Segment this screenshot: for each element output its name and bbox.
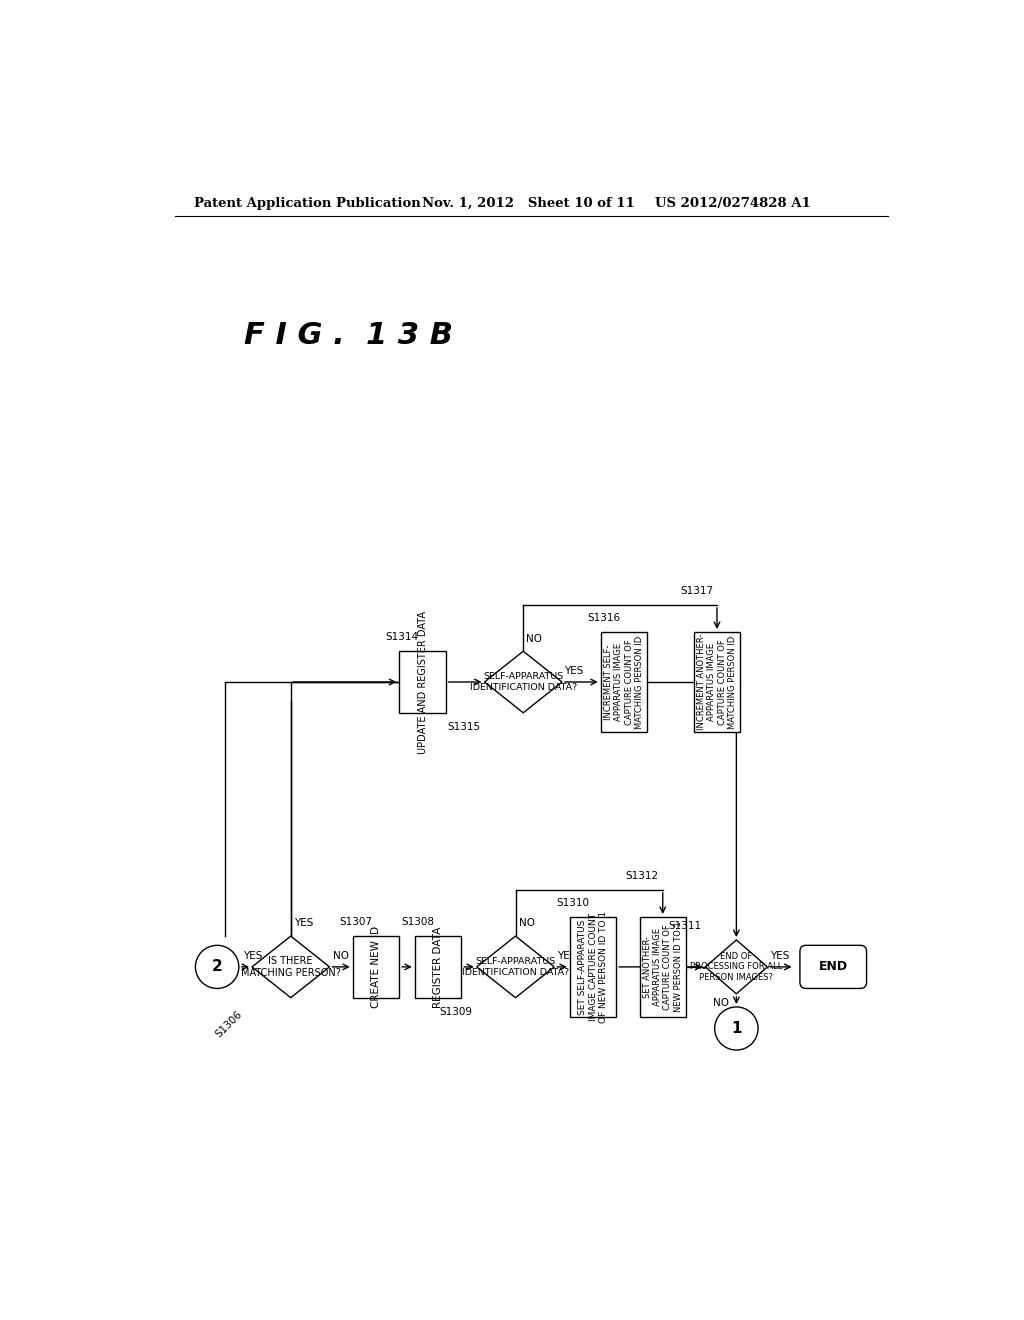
Text: SET SELF-APPARATUS
IMAGE CAPTURE COUNT
OF NEW PERSON ID TO 1: SET SELF-APPARATUS IMAGE CAPTURE COUNT O…	[579, 911, 608, 1023]
FancyBboxPatch shape	[415, 936, 461, 998]
Text: UPDATE AND REGISTER DATA: UPDATE AND REGISTER DATA	[418, 610, 427, 754]
Text: S1310: S1310	[556, 898, 589, 908]
Text: END OF
PROCESSING FOR ALL
PERSON IMAGES?: END OF PROCESSING FOR ALL PERSON IMAGES?	[690, 952, 782, 982]
Text: S1308: S1308	[401, 917, 434, 927]
Text: S1307: S1307	[339, 917, 372, 927]
FancyBboxPatch shape	[399, 651, 445, 713]
Text: NO: NO	[713, 998, 729, 1007]
Text: IS THERE
MATCHING PERSON?: IS THERE MATCHING PERSON?	[241, 956, 341, 978]
Text: F I G .  1 3 B: F I G . 1 3 B	[245, 321, 454, 350]
FancyBboxPatch shape	[352, 936, 399, 998]
Text: S1315: S1315	[447, 722, 480, 733]
Text: NO: NO	[518, 919, 535, 928]
Text: YES: YES	[294, 919, 313, 928]
Text: Patent Application Publication: Patent Application Publication	[194, 197, 421, 210]
Text: S1311: S1311	[669, 921, 701, 931]
Text: NO: NO	[334, 950, 349, 961]
Text: S1316: S1316	[587, 612, 621, 623]
FancyBboxPatch shape	[800, 945, 866, 989]
Circle shape	[715, 1007, 758, 1051]
Text: YES: YES	[564, 665, 584, 676]
Text: S1312: S1312	[626, 871, 658, 880]
Text: INCREMENT SELF-
APPARATUS IMAGE
CAPTURE COUNT OF
MATCHING PERSON ID: INCREMENT SELF- APPARATUS IMAGE CAPTURE …	[604, 635, 644, 729]
Text: YES: YES	[770, 950, 790, 961]
FancyBboxPatch shape	[693, 632, 740, 733]
Circle shape	[196, 945, 239, 989]
Text: S1317: S1317	[680, 586, 713, 595]
Text: S1306: S1306	[213, 1010, 244, 1040]
Text: CREATE NEW ID: CREATE NEW ID	[371, 925, 381, 1008]
Text: 2: 2	[212, 960, 222, 974]
FancyBboxPatch shape	[569, 917, 616, 1016]
Text: Nov. 1, 2012   Sheet 10 of 11: Nov. 1, 2012 Sheet 10 of 11	[423, 197, 635, 210]
Polygon shape	[484, 651, 562, 713]
Text: SELF-APPARATUS
IDENTIFICATION DATA?: SELF-APPARATUS IDENTIFICATION DATA?	[462, 957, 569, 977]
Polygon shape	[477, 936, 554, 998]
FancyBboxPatch shape	[640, 917, 686, 1016]
Polygon shape	[706, 940, 767, 994]
Text: SELF-APPARATUS
IDENTIFICATION DATA?: SELF-APPARATUS IDENTIFICATION DATA?	[470, 672, 577, 692]
Text: REGISTER DATA: REGISTER DATA	[433, 927, 443, 1007]
Polygon shape	[252, 936, 330, 998]
Text: SET ANOTHER-
APPARATUS IMAGE
CAPTURE COUNT OF
NEW PERSON ID TO 1: SET ANOTHER- APPARATUS IMAGE CAPTURE COU…	[643, 921, 683, 1012]
Text: END: END	[818, 961, 848, 973]
Text: YES: YES	[557, 950, 575, 961]
Text: US 2012/0274828 A1: US 2012/0274828 A1	[655, 197, 811, 210]
Text: S1314: S1314	[385, 632, 419, 642]
Text: YES: YES	[243, 950, 262, 961]
Text: INCREMENT ANOTHER-
APPARATUS IMAGE
CAPTURE COUNT OF
MATCHING PERSON ID: INCREMENT ANOTHER- APPARATUS IMAGE CAPTU…	[697, 634, 737, 730]
Text: NO: NO	[526, 634, 543, 644]
Text: 1: 1	[731, 1020, 741, 1036]
FancyBboxPatch shape	[601, 632, 647, 733]
Text: S1309: S1309	[440, 1007, 473, 1016]
